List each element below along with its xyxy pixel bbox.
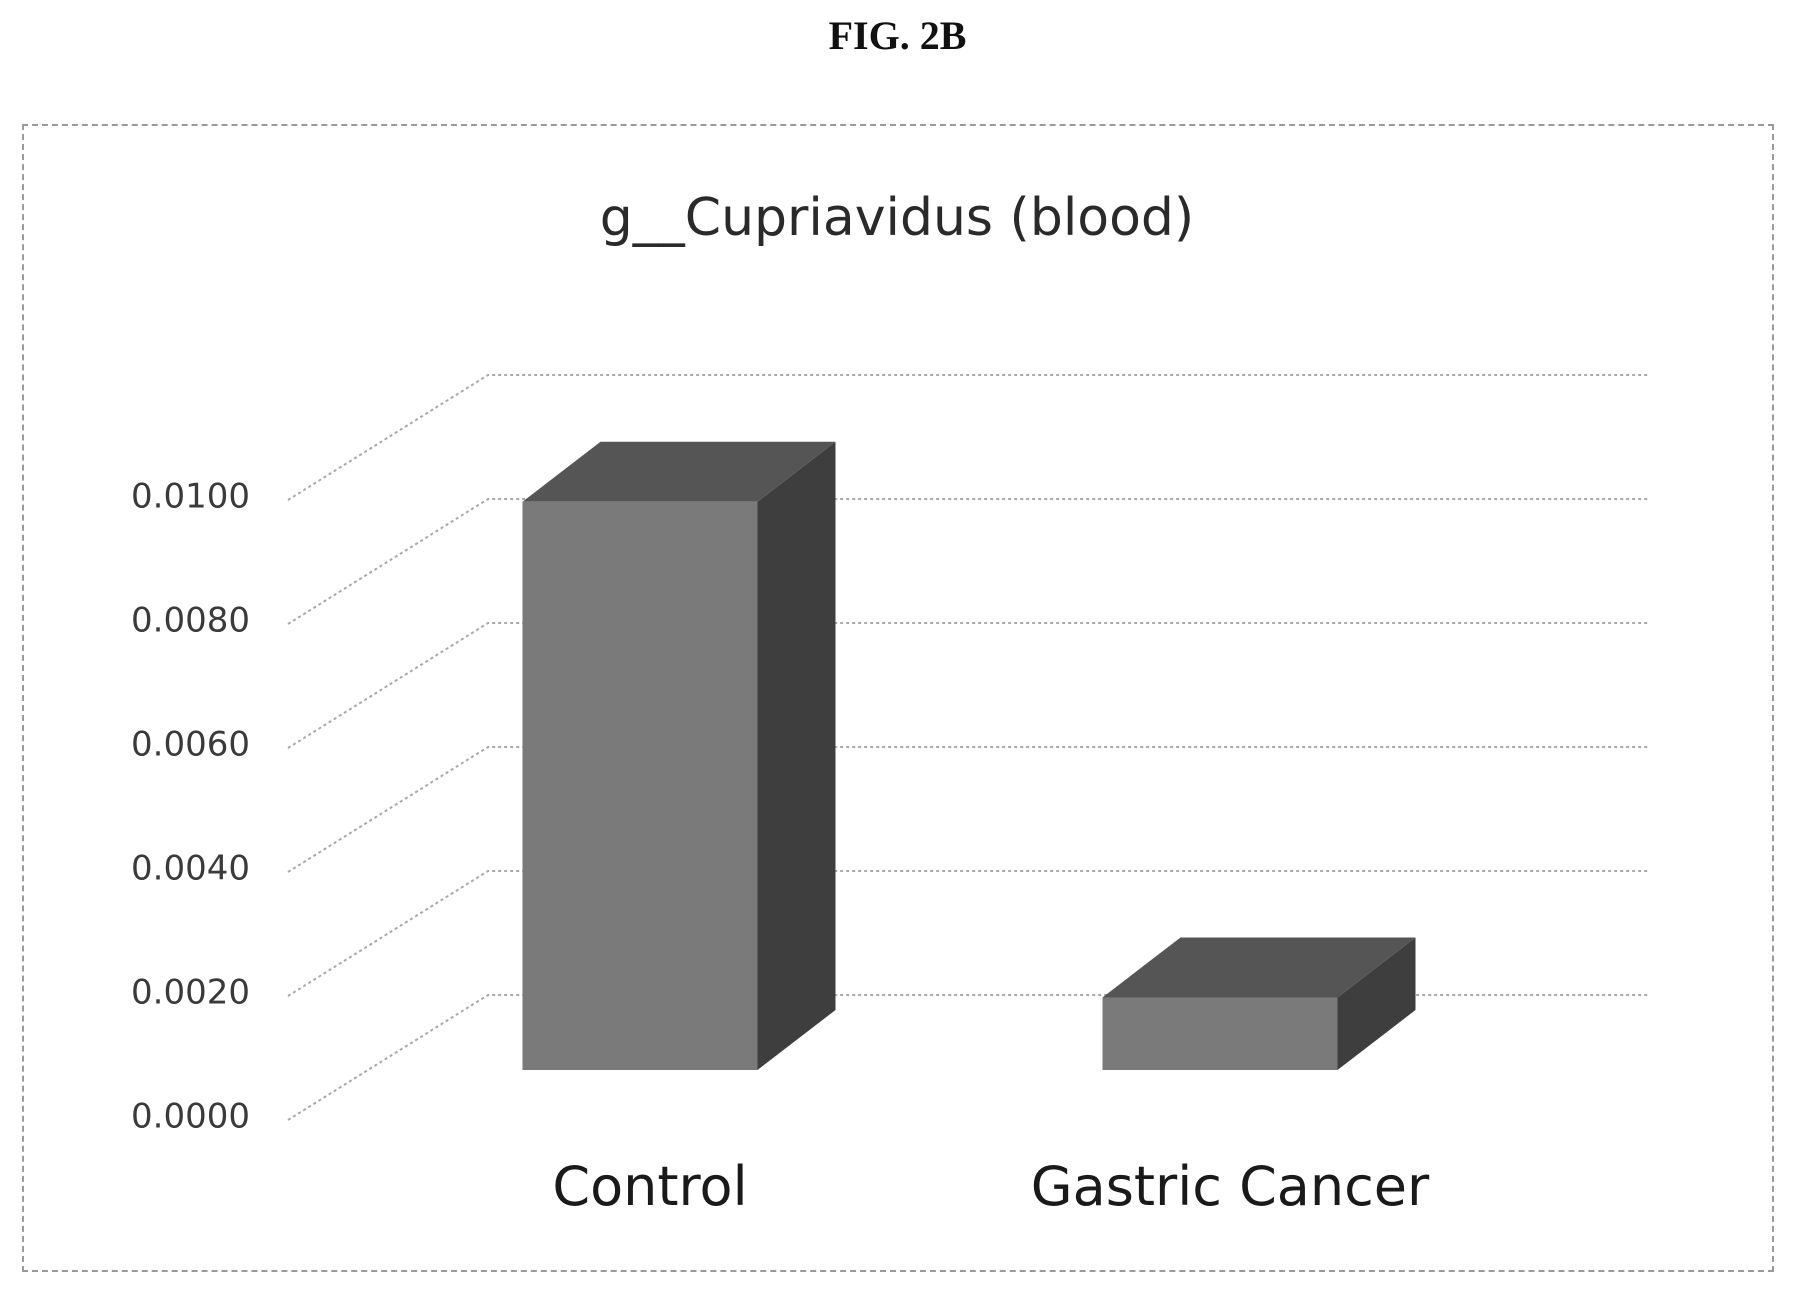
y-tick-label: 0.0000 [131, 1097, 250, 1137]
bar-side [1337, 937, 1416, 1070]
bar-top [1102, 937, 1416, 998]
y-tick-label: 0.0040 [131, 849, 250, 889]
y-tick-label: 0.0100 [131, 477, 250, 517]
gridline [287, 498, 1650, 625]
bars [522, 441, 1416, 1070]
y-tick-label: 0.0020 [131, 973, 250, 1013]
gridline [287, 374, 1650, 501]
chart-frame [22, 124, 1774, 1272]
bar-control [522, 441, 836, 1070]
y-tick-label: 0.0080 [131, 601, 250, 641]
bar-side [757, 441, 836, 1070]
x-category-label: Gastric Cancer [1031, 1155, 1430, 1218]
figure-label: FIG. 2B [828, 13, 967, 58]
y-axis-ticks: 0.0000 0.0020 0.0040 0.0060 0.0080 0.0100 [131, 477, 250, 1137]
bar-top [522, 441, 836, 502]
gridline [287, 870, 1650, 997]
gridline [287, 994, 1650, 1121]
gridline [287, 746, 1650, 873]
gridline [287, 622, 1650, 749]
bar-gastric-cancer [1102, 937, 1416, 1070]
chart-title: g__Cupriavidus (blood) [600, 188, 1194, 248]
bar-front [522, 501, 758, 1070]
y-tick-label: 0.0060 [131, 725, 250, 765]
gridlines [287, 374, 1650, 1121]
x-axis-categories: Control Gastric Cancer [552, 1155, 1430, 1218]
bar-front [1102, 997, 1338, 1070]
x-category-label: Control [552, 1155, 747, 1218]
